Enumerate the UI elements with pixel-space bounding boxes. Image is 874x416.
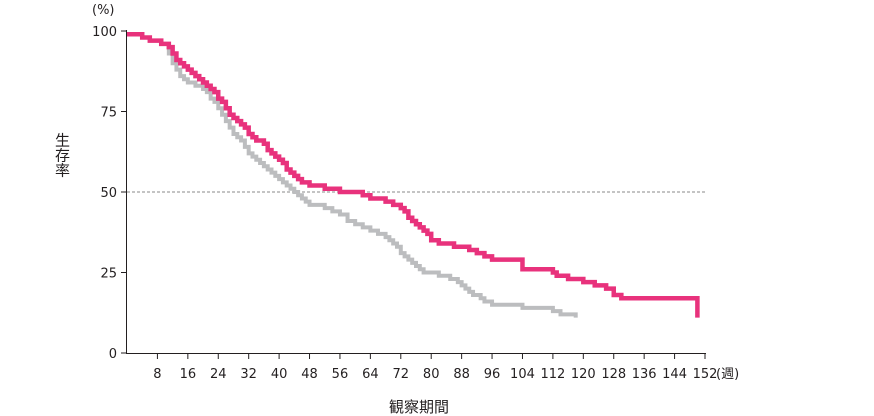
- x-tick-label: 56: [332, 367, 349, 382]
- y-tick-label: 0: [109, 347, 117, 362]
- y-axis-unit: (%): [92, 3, 115, 18]
- x-tick-label: 80: [423, 367, 440, 382]
- y-tick-label: 50: [100, 186, 117, 201]
- y-axis-title: 生存率: [53, 133, 71, 178]
- x-tick-label: 112: [540, 367, 565, 382]
- x-tick-label: 40: [271, 367, 288, 382]
- x-tick-label: 16: [180, 367, 197, 382]
- x-tick-label: 24: [210, 367, 227, 382]
- series-layer: [127, 31, 700, 318]
- x-axis-ticks: 8 16 24 32 40 48 56 64 72 80 88 96 104 112 120 128 136 14…: [153, 353, 717, 382]
- y-axis-ticks: 0 25 50 75 100: [92, 25, 127, 362]
- x-axis-title: 観察期間: [389, 398, 449, 416]
- series-line-pink: [127, 31, 700, 318]
- x-tick-label: 48: [301, 367, 318, 382]
- x-tick-label: 8: [153, 367, 161, 382]
- x-tick-label: 32: [240, 367, 257, 382]
- x-tick-label: 144: [662, 367, 687, 382]
- series-line-gray: [127, 32, 578, 318]
- x-tick-label: 104: [510, 367, 535, 382]
- x-tick-label: 72: [393, 367, 410, 382]
- x-tick-label: 88: [453, 367, 470, 382]
- y-tick-label: 25: [100, 267, 117, 282]
- y-tick-label: 75: [100, 106, 117, 121]
- x-tick-label: 136: [632, 367, 657, 382]
- x-tick-label: 128: [601, 367, 626, 382]
- x-tick-label: 96: [484, 367, 501, 382]
- x-axis-unit: (週): [716, 367, 739, 382]
- x-tick-label: 152: [693, 367, 718, 382]
- x-tick-label: 64: [362, 367, 379, 382]
- x-tick-label: 120: [571, 367, 596, 382]
- y-tick-label: 100: [92, 25, 117, 40]
